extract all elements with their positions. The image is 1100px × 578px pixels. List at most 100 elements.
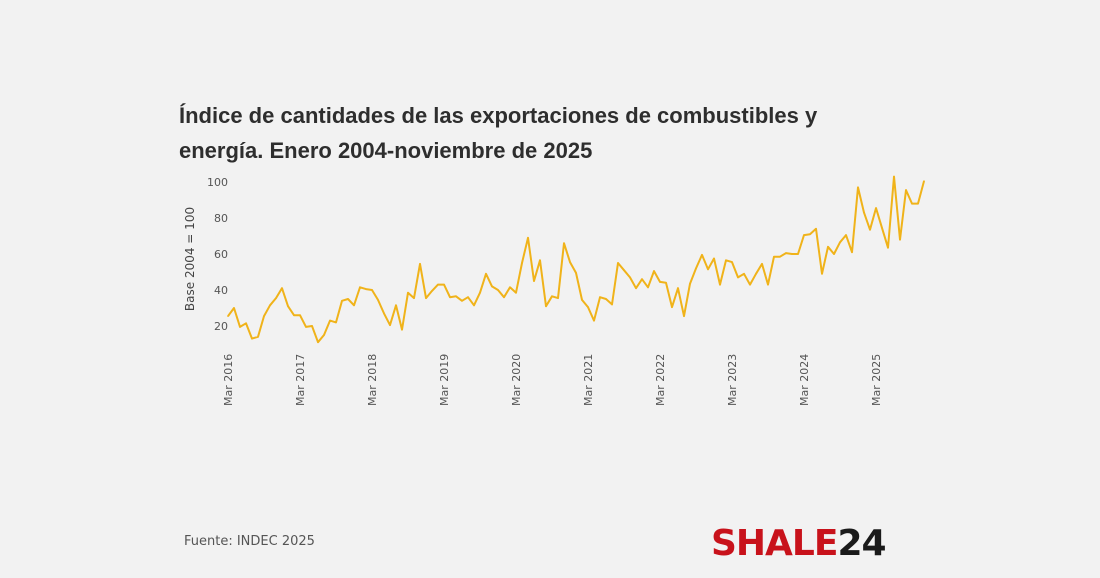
data-point	[437, 283, 439, 286]
y-tick-label: 80	[214, 212, 228, 225]
data-point	[305, 326, 307, 328]
y-tick-label: 20	[214, 320, 228, 333]
data-point	[899, 238, 901, 241]
data-point	[857, 186, 859, 189]
data-point	[635, 287, 637, 290]
data-point	[701, 254, 703, 256]
data-point	[905, 189, 907, 191]
data-point	[431, 290, 433, 292]
data-point	[725, 259, 727, 262]
data-point	[617, 262, 619, 264]
data-point	[839, 241, 841, 244]
data-point	[731, 261, 733, 263]
data-point	[785, 252, 787, 254]
data-point	[461, 300, 463, 302]
data-point	[665, 282, 667, 284]
data-point	[359, 286, 361, 289]
data-point	[545, 305, 547, 308]
data-point	[863, 211, 865, 214]
series-line	[227, 175, 925, 344]
data-point	[605, 298, 607, 300]
x-tick-label: Mar 2017	[294, 354, 307, 406]
data-point	[641, 278, 643, 281]
data-point	[851, 251, 853, 253]
data-point	[695, 267, 697, 270]
data-point	[293, 314, 295, 317]
data-point	[791, 253, 793, 255]
data-point	[533, 280, 535, 282]
data-point	[821, 273, 823, 275]
data-point	[647, 286, 649, 289]
data-point	[743, 273, 745, 275]
y-tick-label: 100	[207, 176, 228, 189]
y-axis-ticks: 20 40 60 80 100	[207, 176, 228, 333]
chart-title: Índice de cantidades de las exportacione…	[179, 103, 818, 163]
x-tick-label: Mar 2023	[726, 354, 739, 406]
data-point	[653, 270, 655, 272]
data-point	[497, 289, 499, 291]
x-tick-label: Mar 2019	[438, 354, 451, 406]
data-point	[263, 315, 265, 317]
data-point	[569, 261, 571, 263]
data-point	[251, 337, 253, 340]
data-point	[383, 312, 385, 315]
data-point	[419, 263, 421, 265]
data-point	[827, 246, 829, 248]
data-point	[917, 202, 919, 205]
data-point	[485, 273, 487, 275]
x-tick-label: Mar 2025	[870, 354, 883, 406]
data-point	[893, 175, 895, 178]
x-axis-ticks: Mar 2016 Mar 2017 Mar 2018 Mar 2019 Mar 2020…	[222, 354, 883, 406]
data-point	[599, 296, 601, 299]
data-point	[365, 288, 367, 290]
data-point	[689, 282, 691, 285]
data-point	[347, 298, 349, 300]
x-tick-label: Mar 2016	[222, 354, 235, 406]
data-point	[407, 291, 409, 294]
data-point	[299, 314, 301, 317]
data-point	[869, 228, 871, 231]
data-point	[455, 295, 457, 298]
data-point	[737, 276, 739, 279]
data-point	[425, 297, 427, 299]
data-point	[875, 207, 877, 209]
data-point	[257, 336, 259, 338]
brand-logo: SHALE24	[711, 523, 887, 564]
data-point	[557, 297, 559, 299]
data-point	[575, 272, 577, 274]
data-point	[887, 246, 889, 249]
data-point	[803, 234, 805, 236]
data-point	[449, 296, 451, 299]
data-point	[587, 306, 589, 308]
data-point	[245, 322, 247, 325]
data-point	[623, 269, 625, 272]
logo-shale: SHALE	[711, 523, 838, 564]
data-point	[563, 242, 565, 244]
data-point	[779, 255, 781, 258]
x-tick-label: Mar 2018	[366, 354, 379, 406]
data-point	[413, 297, 415, 299]
y-tick-label: 60	[214, 248, 228, 261]
data-point	[275, 297, 277, 299]
data-point	[713, 257, 715, 260]
data-point	[629, 276, 631, 279]
data-point	[881, 227, 883, 229]
data-point	[923, 180, 925, 182]
data-point	[233, 307, 235, 309]
data-point	[755, 273, 757, 275]
data-point	[335, 321, 337, 324]
data-point	[515, 291, 517, 294]
data-point	[389, 324, 391, 326]
data-point	[911, 202, 913, 205]
data-point	[287, 305, 289, 308]
source-note: Fuente: INDEC 2025	[184, 534, 315, 549]
data-point	[353, 304, 355, 307]
data-point	[521, 262, 523, 264]
data-point	[329, 319, 331, 322]
x-tick-label: Mar 2020	[510, 354, 523, 406]
y-tick-label: 40	[214, 284, 228, 297]
data-point	[767, 283, 769, 286]
data-point	[341, 300, 343, 302]
data-point	[527, 237, 529, 239]
